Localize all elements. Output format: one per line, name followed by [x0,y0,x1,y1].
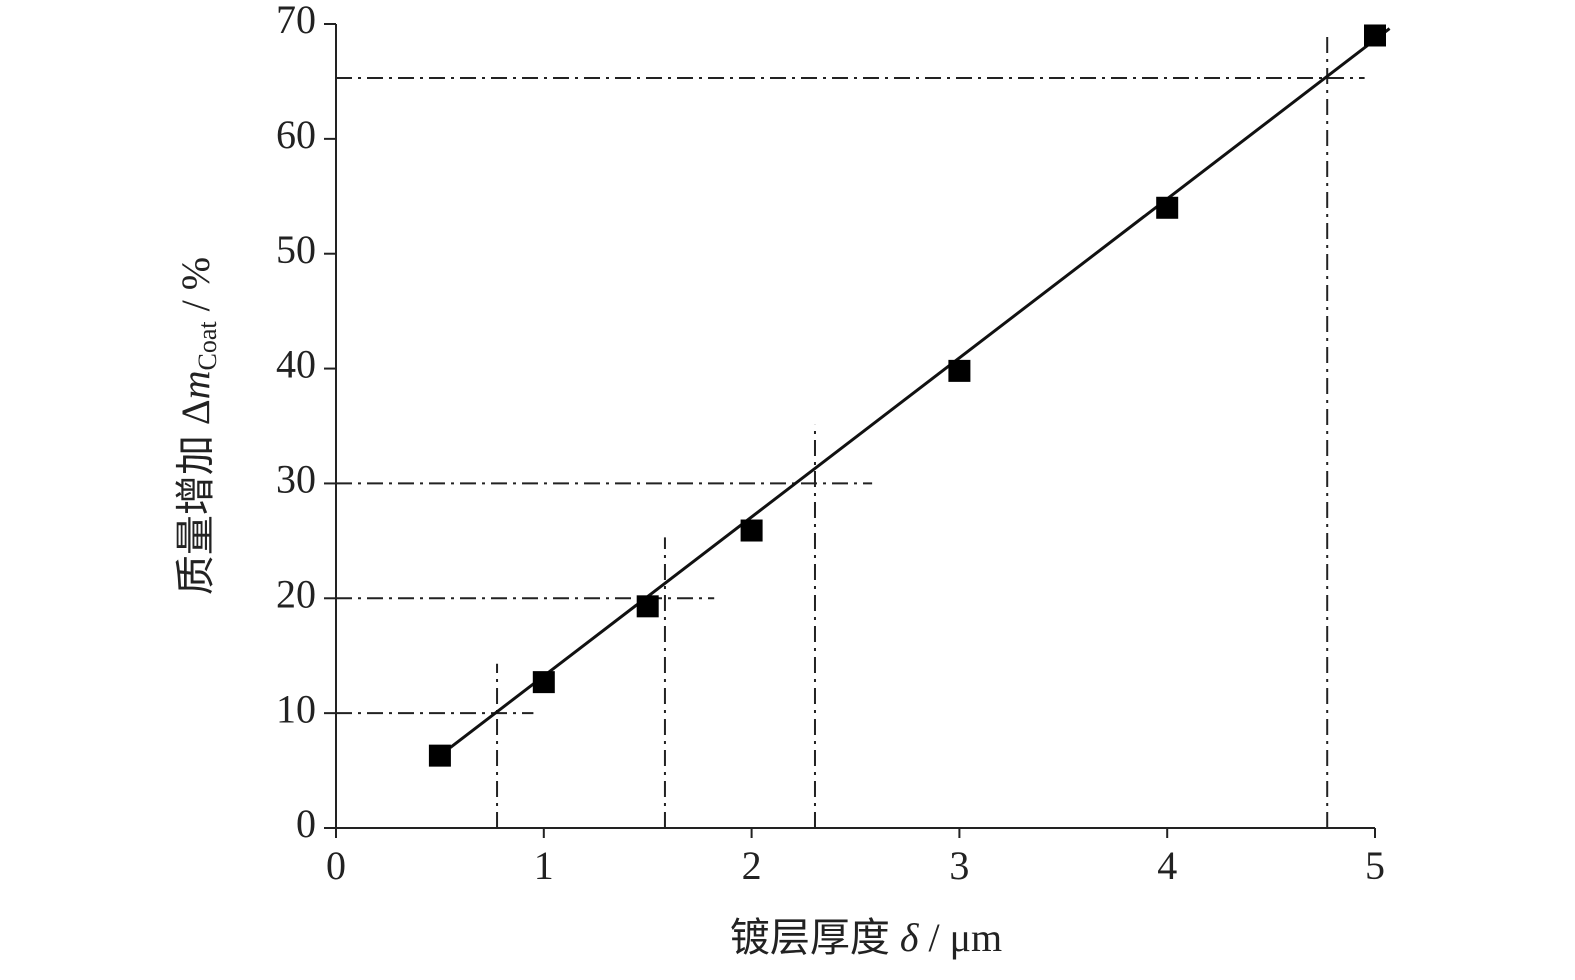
x-tick-label: 3 [949,843,969,888]
point [740,519,763,542]
fit-line [449,27,1391,749]
x-tick-label: 5 [1365,843,1385,888]
y-tick-label: 0 [296,801,316,846]
y-label-symbol: m [173,370,218,399]
y-tick-label: 70 [276,0,316,42]
x-tick-label: 0 [326,843,346,888]
point [948,359,971,382]
point [532,671,555,694]
y-label-text: 质量增加 Δ [173,399,218,595]
point [1364,24,1386,47]
x-label-text: 镀层厚度 [730,915,900,960]
y-label-unit: / % [173,257,218,321]
y-tick-label: 20 [276,571,316,616]
x-tick-label: 2 [742,843,762,888]
y-label-subscript: Coat [193,321,222,371]
x-axis-label: 镀层厚度 δ / μm [730,915,1002,960]
y-tick-label: 60 [276,112,316,157]
y-tick-label: 10 [276,686,316,731]
point [1156,196,1179,219]
x-label-unit: / μm [918,915,1002,960]
point [428,744,451,767]
y-tick-label: 30 [276,457,316,502]
point [636,595,659,618]
x-tick-label: 4 [1157,843,1177,888]
y-tick-label: 40 [276,342,316,387]
y-axis-label: 质量增加 ΔmCoat / % [173,257,222,595]
y-tick-label: 50 [276,227,316,272]
x-tick-label: 1 [534,843,554,888]
x-label-symbol: δ [900,915,920,960]
